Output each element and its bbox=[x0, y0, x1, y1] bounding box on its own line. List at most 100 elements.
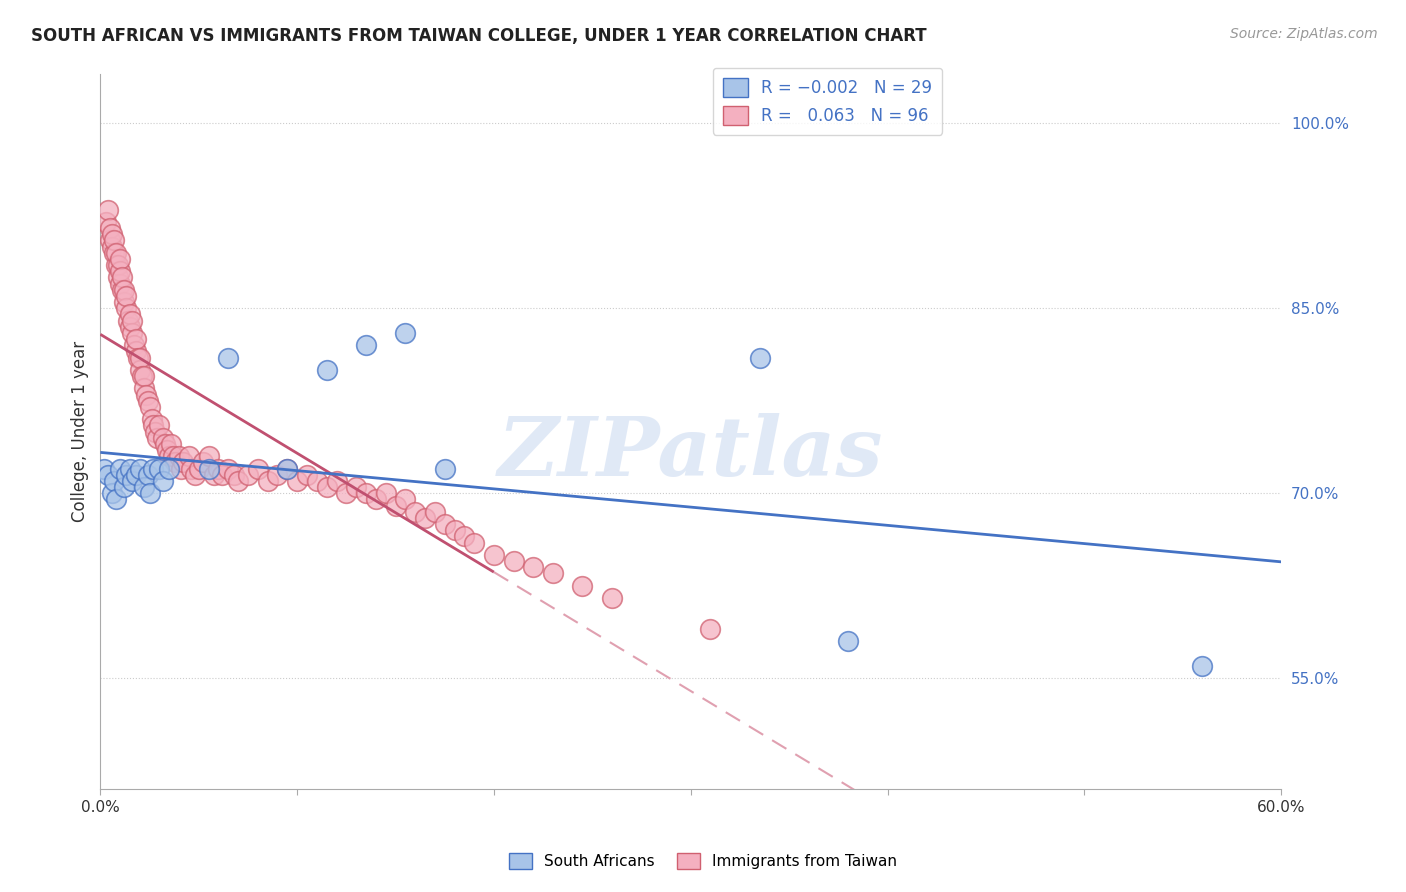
Point bbox=[354, 486, 377, 500]
Point bbox=[162, 449, 184, 463]
Point bbox=[107, 258, 129, 272]
Point bbox=[266, 467, 288, 482]
Point bbox=[132, 381, 155, 395]
Point bbox=[207, 461, 229, 475]
Point bbox=[132, 480, 155, 494]
Point bbox=[600, 591, 623, 605]
Point bbox=[136, 467, 159, 482]
Point bbox=[433, 516, 456, 531]
Point bbox=[160, 437, 183, 451]
Point bbox=[97, 467, 120, 482]
Point bbox=[423, 505, 446, 519]
Point bbox=[112, 295, 135, 310]
Point bbox=[108, 461, 131, 475]
Point bbox=[748, 351, 770, 365]
Point bbox=[226, 474, 249, 488]
Point bbox=[197, 449, 219, 463]
Point bbox=[204, 467, 226, 482]
Point bbox=[443, 523, 465, 537]
Point bbox=[118, 319, 141, 334]
Point bbox=[837, 634, 859, 648]
Point bbox=[115, 289, 138, 303]
Point bbox=[156, 443, 179, 458]
Point bbox=[115, 467, 138, 482]
Point bbox=[413, 511, 436, 525]
Point bbox=[105, 245, 128, 260]
Point bbox=[112, 283, 135, 297]
Point bbox=[121, 474, 143, 488]
Point bbox=[394, 492, 416, 507]
Point bbox=[256, 474, 278, 488]
Point bbox=[541, 566, 564, 581]
Point bbox=[170, 461, 193, 475]
Point bbox=[217, 461, 239, 475]
Point bbox=[128, 461, 150, 475]
Point bbox=[128, 351, 150, 365]
Point bbox=[502, 554, 524, 568]
Point bbox=[108, 277, 131, 291]
Point bbox=[453, 529, 475, 543]
Point bbox=[138, 400, 160, 414]
Point bbox=[115, 301, 138, 316]
Point bbox=[122, 338, 145, 352]
Point bbox=[384, 499, 406, 513]
Point bbox=[152, 431, 174, 445]
Point bbox=[148, 418, 170, 433]
Point bbox=[105, 492, 128, 507]
Point bbox=[315, 363, 337, 377]
Point bbox=[522, 560, 544, 574]
Point bbox=[152, 474, 174, 488]
Point bbox=[117, 313, 139, 327]
Legend: R = −0.002   N = 29, R =   0.063   N = 96: R = −0.002 N = 29, R = 0.063 N = 96 bbox=[713, 68, 942, 135]
Point bbox=[295, 467, 318, 482]
Point bbox=[433, 461, 456, 475]
Y-axis label: College, Under 1 year: College, Under 1 year bbox=[72, 341, 89, 522]
Point bbox=[246, 461, 269, 475]
Point bbox=[125, 344, 148, 359]
Point bbox=[142, 418, 165, 433]
Point bbox=[335, 486, 357, 500]
Point bbox=[136, 393, 159, 408]
Point bbox=[128, 363, 150, 377]
Point bbox=[111, 270, 134, 285]
Point bbox=[236, 467, 259, 482]
Point bbox=[211, 467, 233, 482]
Point bbox=[142, 461, 165, 475]
Point bbox=[191, 455, 214, 469]
Point bbox=[184, 467, 207, 482]
Point bbox=[157, 461, 180, 475]
Point bbox=[98, 221, 121, 235]
Point bbox=[180, 461, 202, 475]
Point bbox=[217, 351, 239, 365]
Point bbox=[315, 480, 337, 494]
Point bbox=[101, 227, 124, 242]
Point bbox=[276, 461, 298, 475]
Point bbox=[394, 326, 416, 340]
Point bbox=[131, 369, 153, 384]
Point bbox=[108, 264, 131, 278]
Point bbox=[96, 215, 118, 229]
Point bbox=[177, 449, 200, 463]
Point bbox=[157, 449, 180, 463]
Point bbox=[172, 455, 194, 469]
Point bbox=[132, 369, 155, 384]
Point bbox=[165, 455, 187, 469]
Point bbox=[699, 622, 721, 636]
Point bbox=[197, 461, 219, 475]
Point bbox=[1191, 658, 1213, 673]
Point bbox=[121, 326, 143, 340]
Point bbox=[482, 548, 505, 562]
Point bbox=[101, 239, 124, 253]
Point bbox=[224, 467, 246, 482]
Point bbox=[305, 474, 328, 488]
Point bbox=[276, 461, 298, 475]
Point bbox=[285, 474, 308, 488]
Point bbox=[125, 332, 148, 346]
Point bbox=[107, 270, 129, 285]
Point bbox=[103, 245, 125, 260]
Point bbox=[148, 461, 170, 475]
Point bbox=[344, 480, 367, 494]
Point bbox=[103, 234, 125, 248]
Point bbox=[167, 449, 190, 463]
Point bbox=[404, 505, 426, 519]
